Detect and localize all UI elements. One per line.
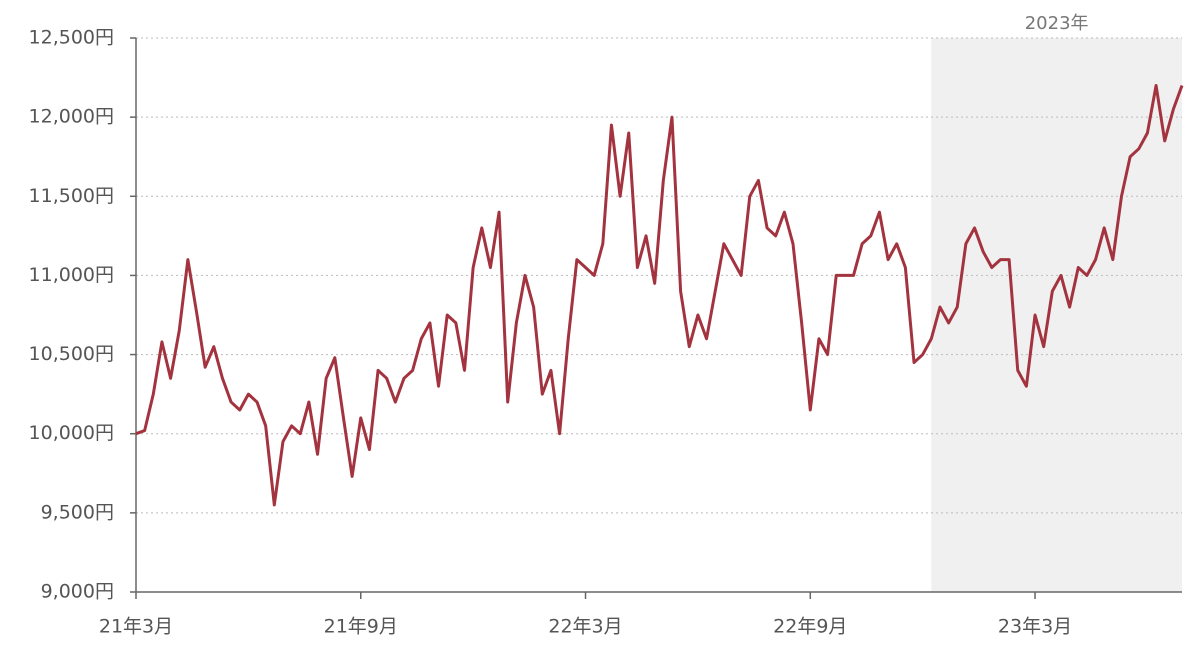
x-tick-label: 22年9月 (773, 616, 847, 638)
x-tick-label: 23年3月 (998, 616, 1072, 638)
y-tick-label: 9,000円 (41, 581, 114, 603)
y-tick-label: 9,500円 (41, 501, 114, 523)
y-tick-label: 11,000円 (29, 264, 114, 286)
y-tick-label: 10,000円 (29, 422, 114, 444)
highlight-region (931, 38, 1182, 592)
price-line (135, 83, 1184, 507)
highlight-label: 2023年 (1025, 13, 1089, 34)
y-tick-label: 11,500円 (29, 185, 114, 207)
y-tick-label: 12,000円 (29, 106, 114, 128)
x-tick-label: 21年9月 (324, 616, 398, 638)
y-tick-label: 10,500円 (29, 343, 114, 365)
x-tick-label: 22年3月 (548, 616, 622, 638)
y-tick-label: 12,500円 (29, 27, 114, 49)
x-tick-label: 21年3月 (99, 616, 173, 638)
